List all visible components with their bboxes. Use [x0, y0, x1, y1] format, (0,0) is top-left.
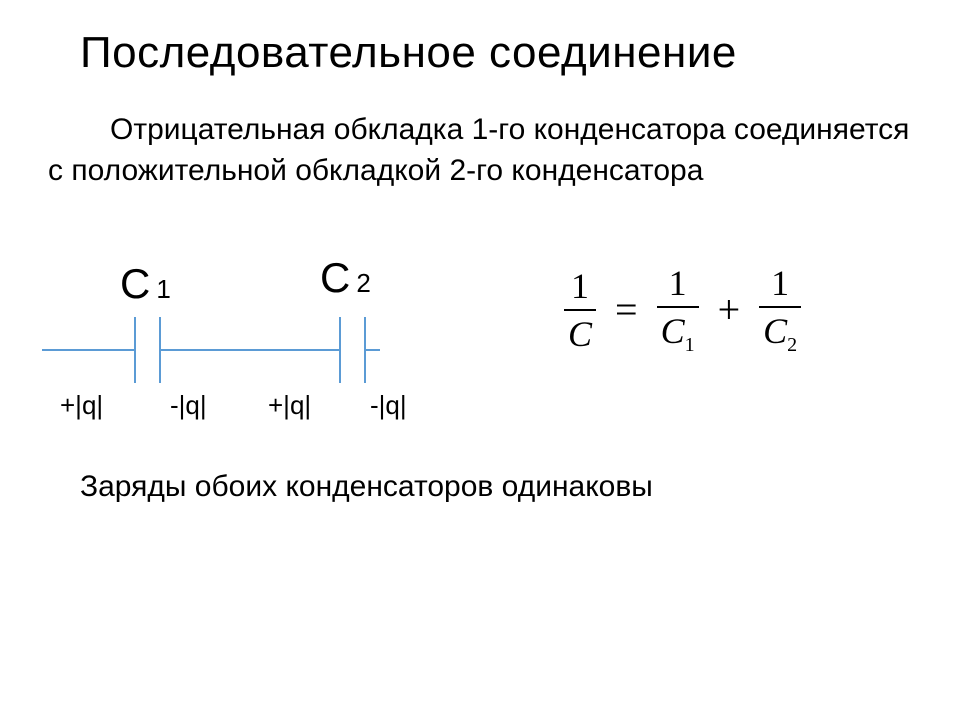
- charge-label-1: +|q|: [60, 390, 103, 421]
- formula: 1 C = 1 C1 + 1 C2: [560, 262, 940, 402]
- frac-num-2: 1: [759, 262, 801, 306]
- footer-text: Заряды обоих конденсаторов одинаковы: [80, 470, 653, 504]
- frac-den-C1-letter: C: [661, 311, 685, 351]
- circuit-diagram: С1 С 2 +|q| -|q| +|q| -|q|: [40, 260, 510, 440]
- capacitor-2-letter: С: [320, 254, 350, 301]
- description-text: Отрицательная обкладка 1-го конденсатора…: [48, 113, 909, 187]
- frac-den-C: C: [568, 314, 592, 354]
- description-paragraph: Отрицательная обкладка 1-го конденсатора…: [48, 110, 918, 191]
- page-title: Последовательное соединение: [80, 28, 737, 78]
- fraction-1overC2: 1 C2: [759, 262, 801, 357]
- plus-sign: +: [718, 286, 741, 333]
- capacitor-2-label: С2: [320, 254, 371, 302]
- slide: Последовательное соединение Отрицательна…: [0, 0, 960, 720]
- frac-den-C2-sub: 2: [787, 334, 797, 356]
- capacitor-1-label: С1: [120, 260, 171, 308]
- fraction-1overC: 1 C: [564, 265, 596, 355]
- frac-num: 1: [564, 265, 596, 309]
- fraction-1overC1: 1 C1: [657, 262, 699, 357]
- charge-label-2: -|q|: [170, 390, 207, 421]
- frac-den-C2-letter: C: [763, 311, 787, 351]
- frac-num-1: 1: [657, 262, 699, 306]
- capacitor-1-letter: С: [120, 260, 150, 307]
- charge-label-3: +|q|: [268, 390, 311, 421]
- charge-label-4: -|q|: [370, 390, 407, 421]
- equals-sign: =: [615, 286, 638, 333]
- capacitor-1-subscript: 1: [156, 274, 170, 304]
- frac-den-C1-sub: 1: [685, 334, 695, 356]
- capacitor-2-subscript: 2: [356, 268, 370, 298]
